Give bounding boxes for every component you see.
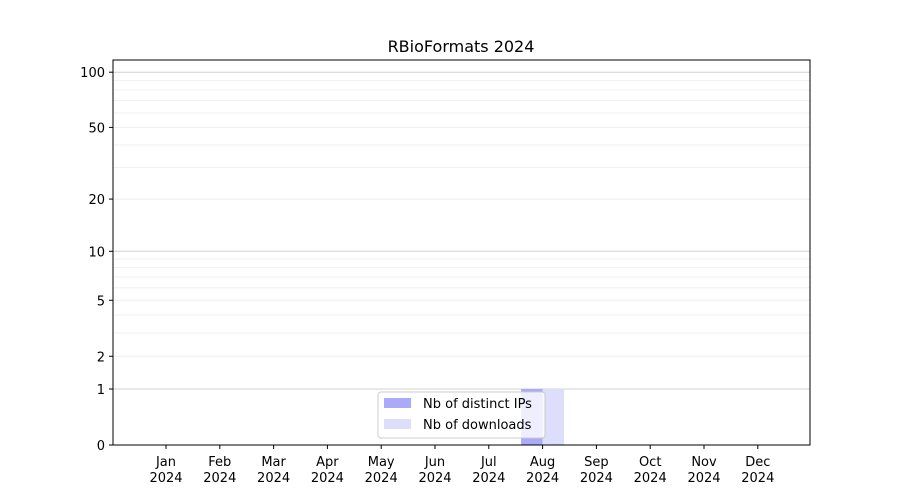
x-tick-label-year: 2024: [418, 471, 451, 486]
x-tick-label-year: 2024: [149, 471, 182, 486]
x-tick-label-year: 2024: [741, 471, 774, 486]
x-tick-label-month: Nov: [691, 455, 717, 470]
y-tick-label: 2: [97, 350, 105, 365]
x-tick-label-month: Jan: [155, 455, 176, 470]
bar-downloads: [542, 389, 565, 445]
x-tick-label-month: Apr: [316, 455, 339, 470]
x-tick-label-month: May: [368, 455, 395, 470]
x-tick-label-year: 2024: [311, 471, 344, 486]
legend-swatch: [384, 398, 411, 408]
x-tick-label-year: 2024: [634, 471, 667, 486]
x-tick-label-month: Feb: [208, 455, 231, 470]
legend-label: Nb of distinct IPs: [423, 397, 532, 412]
y-tick-label: 1: [97, 383, 105, 398]
y-tick-label: 100: [80, 66, 105, 81]
y-tick-label: 5: [97, 294, 105, 309]
x-tick-label-month: Aug: [530, 455, 555, 470]
x-tick-label-year: 2024: [687, 471, 720, 486]
x-tick-label-month: Dec: [745, 455, 770, 470]
x-tick-label-month: Oct: [639, 455, 661, 470]
legend-box: [377, 391, 546, 439]
x-tick-label-year: 2024: [203, 471, 236, 486]
y-tick-label: 20: [88, 193, 105, 208]
x-tick-label-year: 2024: [580, 471, 613, 486]
x-tick-label-month: Jun: [424, 455, 445, 470]
x-tick-label-year: 2024: [526, 471, 559, 486]
legend-swatch: [384, 419, 411, 429]
legend: Nb of distinct IPs Nb of downloads: [377, 391, 546, 439]
x-tick-label-month: Sep: [584, 455, 609, 470]
x-tick-label-year: 2024: [472, 471, 505, 486]
y-tick-label: 0: [97, 439, 105, 454]
y-tick-label: 10: [88, 245, 105, 260]
plot-frame: [112, 59, 811, 446]
x-tick-label-month: Mar: [261, 455, 286, 470]
x-tick-label-month: Jul: [480, 455, 497, 470]
chart-title: RBioFormats 2024: [388, 37, 535, 56]
y-tick-label: 50: [88, 121, 105, 136]
legend-label: Nb of downloads: [423, 418, 532, 433]
x-tick-label-year: 2024: [257, 471, 290, 486]
x-tick-label-year: 2024: [365, 471, 398, 486]
